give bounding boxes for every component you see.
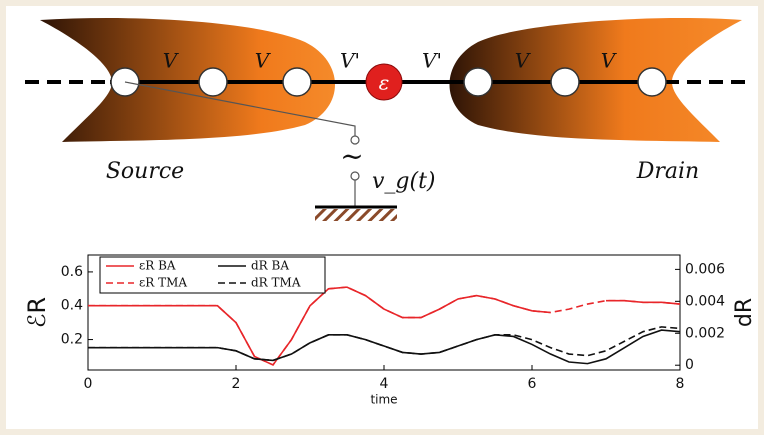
hopping-label: V <box>163 49 180 73</box>
ac-source: ~ <box>340 140 363 173</box>
hopping-label: V <box>515 49 532 73</box>
series-line <box>88 329 681 365</box>
sites <box>110 67 667 97</box>
gate-circuit <box>124 81 360 207</box>
y-tick-label: 0.4 <box>61 298 83 314</box>
x-tick-label: 4 <box>380 376 389 392</box>
hopping-label: V <box>255 49 272 73</box>
legend-label: dR TMA <box>251 276 301 290</box>
x-tick-label: 2 <box>232 376 241 392</box>
drain-label: Drain <box>636 159 699 184</box>
legend-box <box>99 256 326 294</box>
series-line <box>88 286 681 366</box>
dot <box>365 63 403 101</box>
coupling-label: V' <box>340 49 360 73</box>
y2-axis-label: dR <box>732 298 757 327</box>
x-tick-label: 8 <box>676 376 685 392</box>
x-axis-label: time <box>370 393 397 407</box>
y2-tick-label: 0.004 <box>685 293 725 309</box>
legend-label: εR TMA <box>139 276 187 290</box>
dot-label: ε <box>379 71 390 95</box>
y2-tick-label: 0.006 <box>685 261 725 277</box>
series-line <box>88 326 681 362</box>
gate-label: v_g(t) <box>372 169 436 194</box>
plot: 0 2 4 6 8 0.2 0.4 0.6 0 0.002 0.004 0.006 time ℰR dR εR… <box>23 254 757 407</box>
y-tick-label: 0.2 <box>61 332 83 348</box>
x-tick-label: 6 <box>528 376 537 392</box>
source-label: Source <box>106 159 184 184</box>
y2-tick-label: 0.002 <box>685 325 725 341</box>
y-axis-label: ℰR <box>23 297 51 328</box>
coupling-label: V' <box>422 49 442 73</box>
x-tick-label: 0 <box>84 376 93 392</box>
ground-hatch <box>315 209 397 221</box>
legend-label: dR BA <box>251 259 289 273</box>
y-tick-label: 0.6 <box>61 264 83 280</box>
hopping-label: V <box>601 49 618 73</box>
legend-label: εR BA <box>139 259 176 273</box>
y2-tick-label: 0 <box>685 357 694 373</box>
